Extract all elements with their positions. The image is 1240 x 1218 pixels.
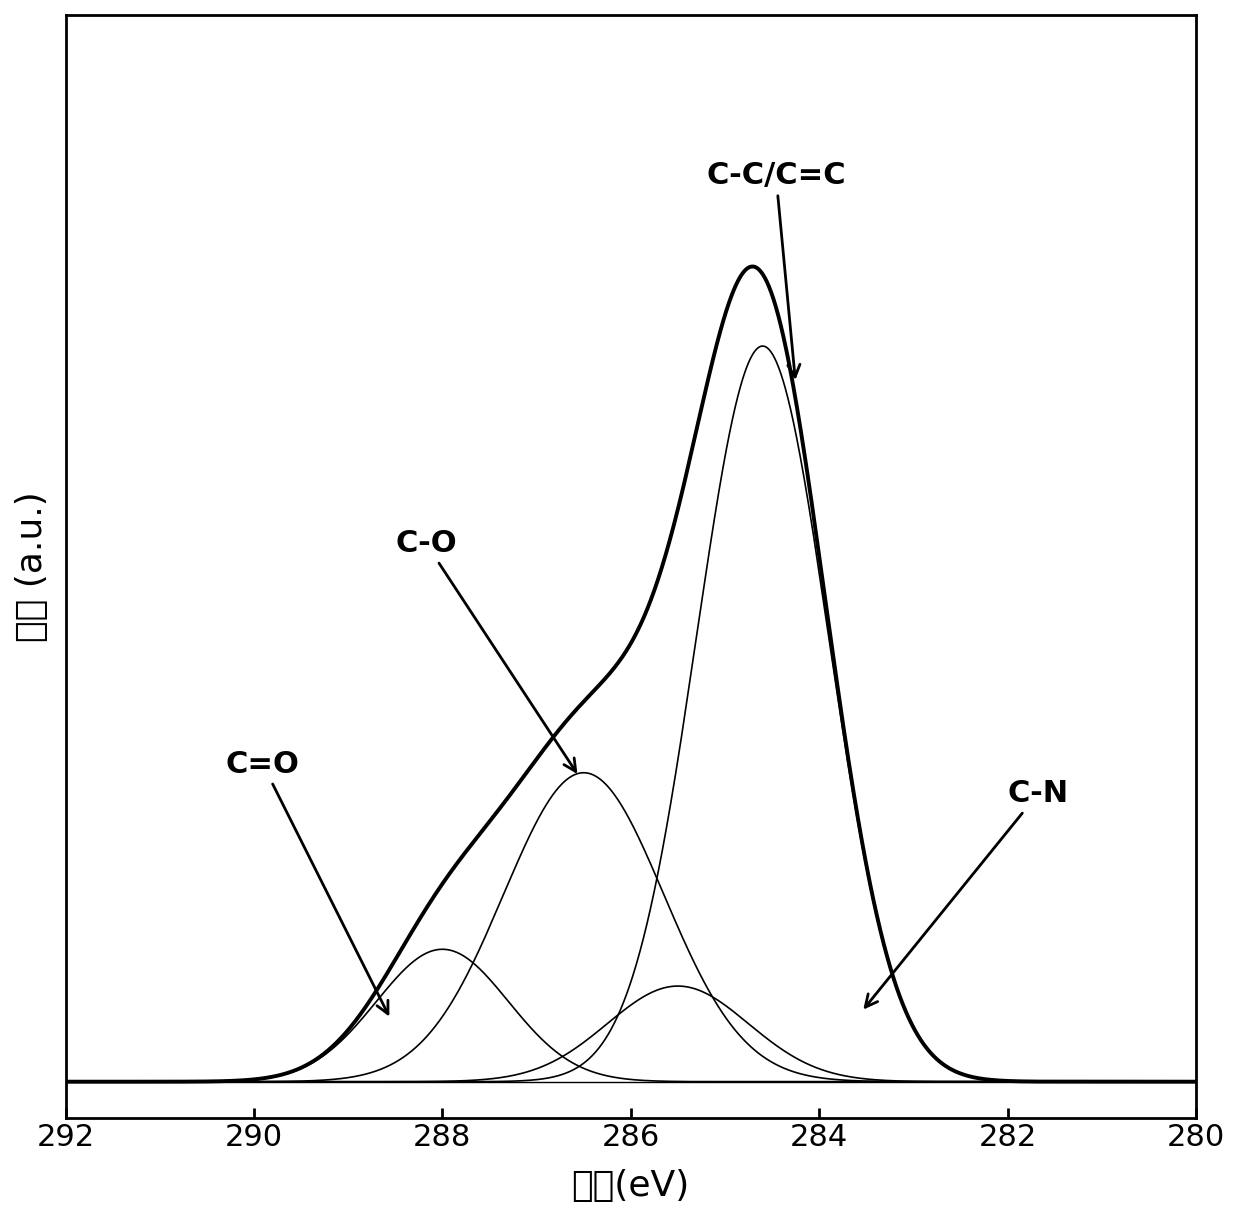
X-axis label: 键能(eV): 键能(eV) <box>572 1169 689 1203</box>
Y-axis label: 强度 (a.u.): 强度 (a.u.) <box>15 491 50 642</box>
Text: C-C/C=C: C-C/C=C <box>706 161 846 376</box>
Text: C-O: C-O <box>396 529 575 771</box>
Text: C=O: C=O <box>226 750 388 1013</box>
Text: C-N: C-N <box>866 780 1069 1007</box>
